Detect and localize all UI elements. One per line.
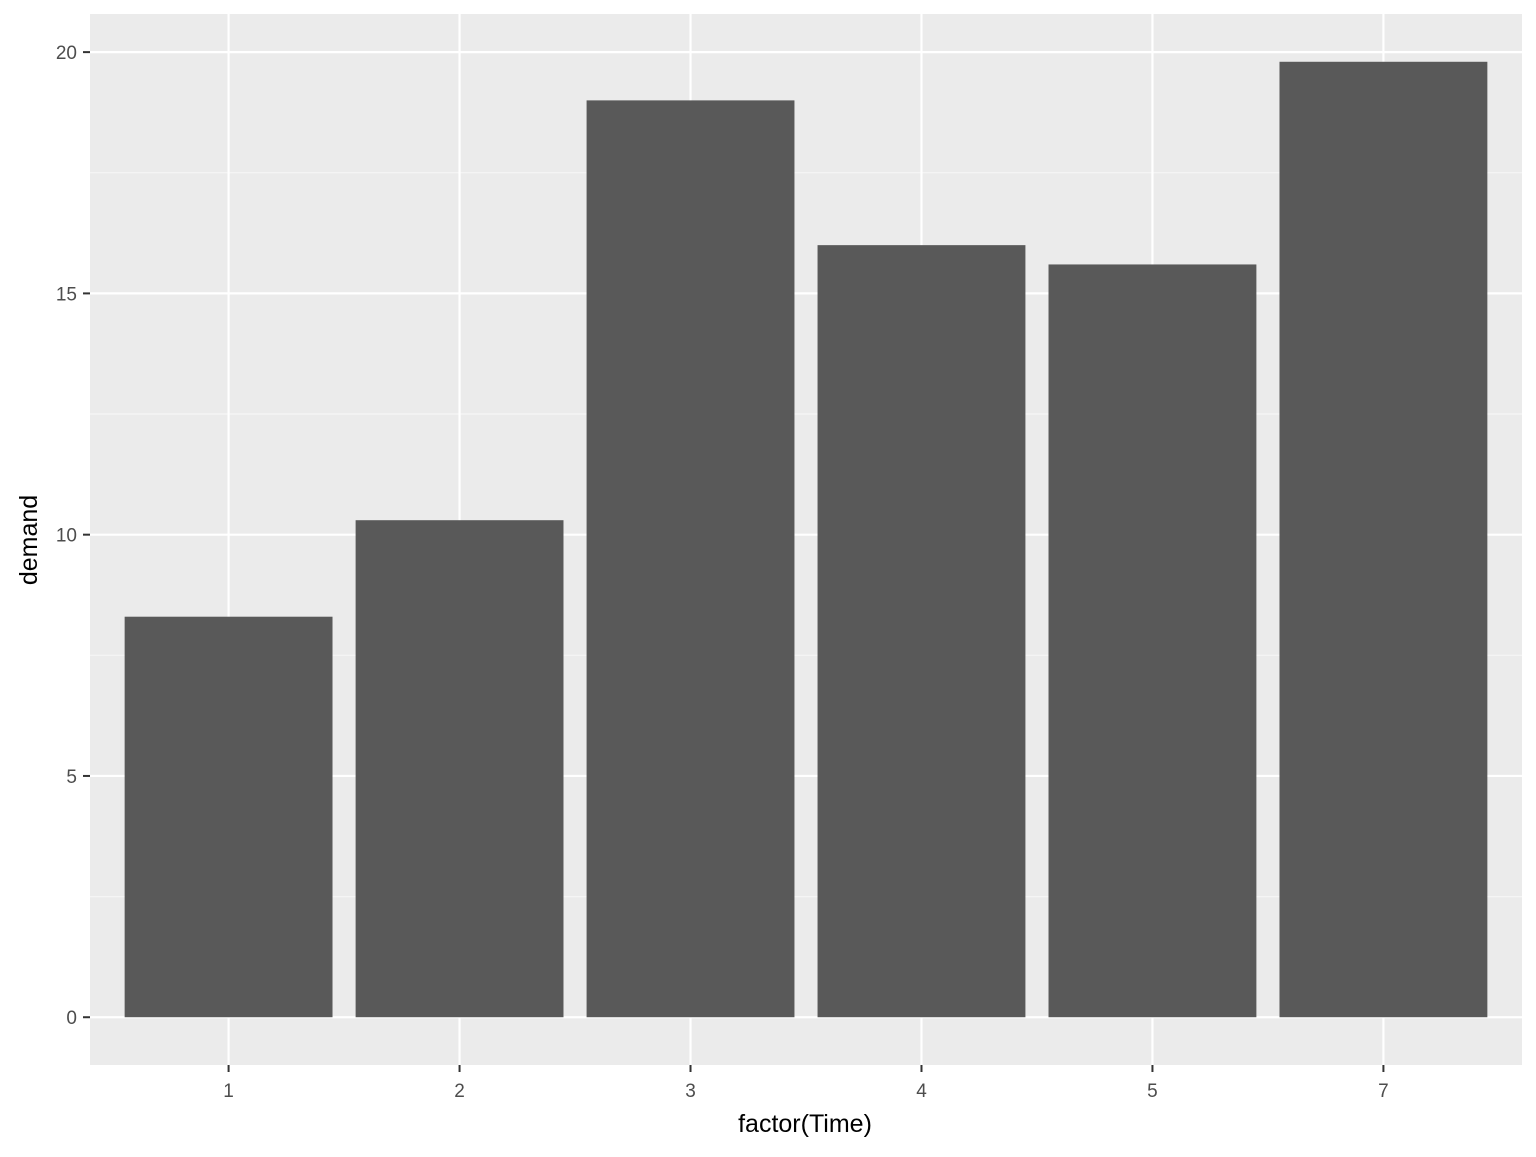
bar-3	[586, 100, 795, 1018]
bar-2	[355, 520, 564, 1018]
bar-5	[1048, 264, 1257, 1018]
y-tick-label: 0	[66, 1008, 77, 1029]
y-tick-label: 20	[56, 43, 77, 64]
x-tick-label: 5	[1147, 1081, 1158, 1102]
bar-4	[817, 245, 1026, 1018]
y-axis-title: demand	[15, 495, 43, 585]
x-tick-label: 2	[454, 1081, 465, 1102]
x-axis-ticks: 1 2 3 4 5 7	[223, 1065, 1389, 1102]
bars	[124, 61, 1488, 1018]
bar-7	[1279, 61, 1488, 1018]
x-tick-label: 7	[1378, 1081, 1389, 1102]
y-tick-label: 15	[56, 284, 77, 305]
x-axis-title: factor(Time)	[738, 1110, 872, 1138]
x-tick-label: 4	[916, 1081, 927, 1102]
y-tick-label: 10	[56, 526, 77, 547]
y-axis-ticks: 0 5 10 15 20	[56, 43, 90, 1029]
y-tick-label: 5	[66, 767, 77, 788]
x-tick-label: 1	[223, 1081, 234, 1102]
bar-1	[124, 616, 333, 1018]
x-tick-label: 3	[685, 1081, 696, 1102]
